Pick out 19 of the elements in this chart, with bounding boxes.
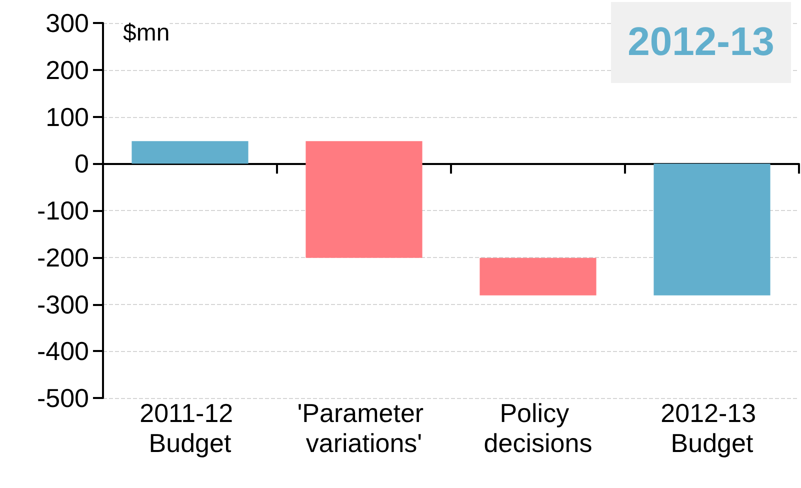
y-tick-label: -300 <box>36 289 89 320</box>
y-tick-label: 300 <box>46 8 89 38</box>
bar <box>132 141 248 164</box>
x-tick-label: Policy decisions <box>484 398 592 458</box>
y-tick-label: -200 <box>36 242 89 272</box>
y-tick-label: 0 <box>74 148 89 179</box>
bar <box>306 141 422 258</box>
bar <box>480 258 596 296</box>
x-tick-label: 2011-12 Budget <box>140 398 240 458</box>
y-tick-label: -100 <box>36 196 89 226</box>
x-tick-label: 2012-13 Budget <box>660 398 764 458</box>
bar <box>654 164 770 296</box>
chart-title: 2012-13 <box>628 20 774 64</box>
y-tick-label: 100 <box>46 102 89 132</box>
y-tick-label: -400 <box>36 336 89 366</box>
y-axis-title: $mn <box>123 20 170 46</box>
y-tick-label: 200 <box>46 54 89 85</box>
y-tick-label: -500 <box>36 383 89 413</box>
x-tick-label: 'Parameter variations' <box>297 398 431 458</box>
